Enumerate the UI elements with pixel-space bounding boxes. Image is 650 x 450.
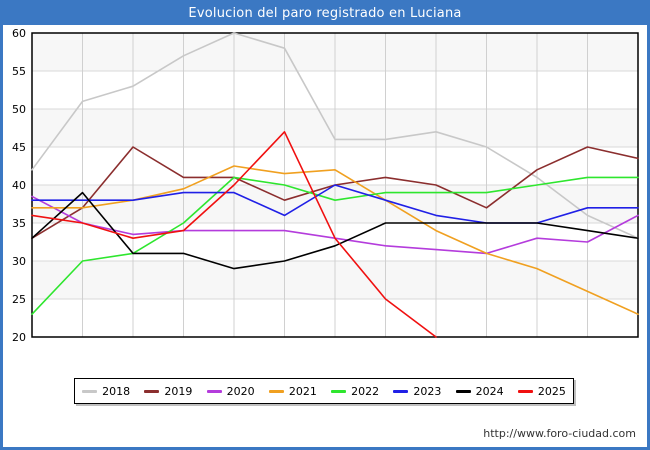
- x-axis-tick-label: ABR: [223, 344, 246, 346]
- x-axis-tick-label: DIC: [628, 344, 648, 346]
- x-axis-tick-label: ENE: [71, 344, 93, 346]
- legend-label: 2022: [351, 384, 380, 398]
- series-line-2024: [31, 191, 639, 270]
- y-axis-tick-label: 60: [12, 27, 26, 40]
- y-axis-tick-label: 35: [12, 217, 26, 230]
- y-axis-tick-label: 40: [12, 179, 26, 192]
- page-title: Evolucion del paro registrado en Luciana: [188, 6, 462, 21]
- x-axis-tick-label: MAR: [171, 344, 196, 346]
- x-axis-tick-label: MAY: [273, 344, 296, 346]
- legend-item-2018[interactable]: 2018: [82, 385, 130, 398]
- series-line-2018: [31, 32, 639, 239]
- legend-item-2022[interactable]: 2022: [331, 385, 379, 398]
- chart-legend: 2018 2019 2020 2021 2022 2023 2024 2025: [74, 378, 574, 404]
- legend-swatch-icon: [144, 389, 160, 393]
- legend-item-2023[interactable]: 2023: [393, 385, 441, 398]
- x-axis-tick-label: SEP: [476, 344, 497, 346]
- legend-item-2025[interactable]: 2025: [517, 384, 566, 398]
- legend-label: 2020: [226, 384, 255, 398]
- legend-item-2019[interactable]: 2019: [144, 385, 192, 398]
- legend-item-2024[interactable]: 2024: [455, 384, 504, 398]
- legend-label: 2018: [102, 384, 131, 398]
- legend-item-2021[interactable]: 2021: [268, 384, 317, 398]
- series-line-2025: [31, 131, 437, 338]
- x-axis-tick-label: JUN: [324, 344, 345, 346]
- legend-label: 2021: [288, 384, 317, 398]
- legend-label: 2023: [413, 384, 442, 398]
- legend-swatch-icon: [331, 389, 347, 393]
- chart-plot-area: 20 25 30 35 40 45 50 55 60 ENE FEB MAR ABR MAY JUN JUL A…: [0, 26, 650, 346]
- legend-label: 2025: [537, 384, 566, 398]
- legend-swatch-icon: [517, 389, 533, 393]
- x-axis-tick-label: FEB: [123, 344, 144, 346]
- y-axis-tick-label: 30: [12, 255, 26, 268]
- legend-swatch-icon: [82, 389, 98, 393]
- legend-swatch-icon: [268, 389, 284, 393]
- legend-swatch-icon: [393, 389, 409, 393]
- y-axis-tick-label: 20: [12, 331, 26, 344]
- legend-swatch-icon: [206, 389, 222, 393]
- y-axis-tick-label: 50: [12, 103, 26, 116]
- y-axis-tick-label: 25: [12, 293, 26, 306]
- plot-frame: [31, 32, 639, 338]
- y-axis-tick-label: 45: [12, 141, 26, 154]
- window-title-bar: Evolucion del paro registrado en Luciana: [3, 3, 647, 25]
- x-axis-tick-label: AGO: [424, 344, 449, 346]
- legend-label: 2019: [164, 384, 193, 398]
- x-axis-tick-label: NOV: [575, 344, 600, 346]
- legend-item-2020[interactable]: 2020: [206, 384, 255, 398]
- x-axis-tick-label: JUL: [376, 344, 395, 346]
- legend-swatch-icon: [455, 389, 471, 393]
- footer-url: http://www.foro-ciudad.com: [483, 427, 636, 440]
- x-axis-tick-label: OCT: [525, 344, 548, 346]
- legend-label: 2024: [475, 384, 504, 398]
- y-axis-tick-label: 55: [12, 65, 26, 78]
- line-chart-svg: 20 25 30 35 40 45 50 55 60 ENE FEB MAR ABR MAY JUN JUL A…: [12, 27, 648, 346]
